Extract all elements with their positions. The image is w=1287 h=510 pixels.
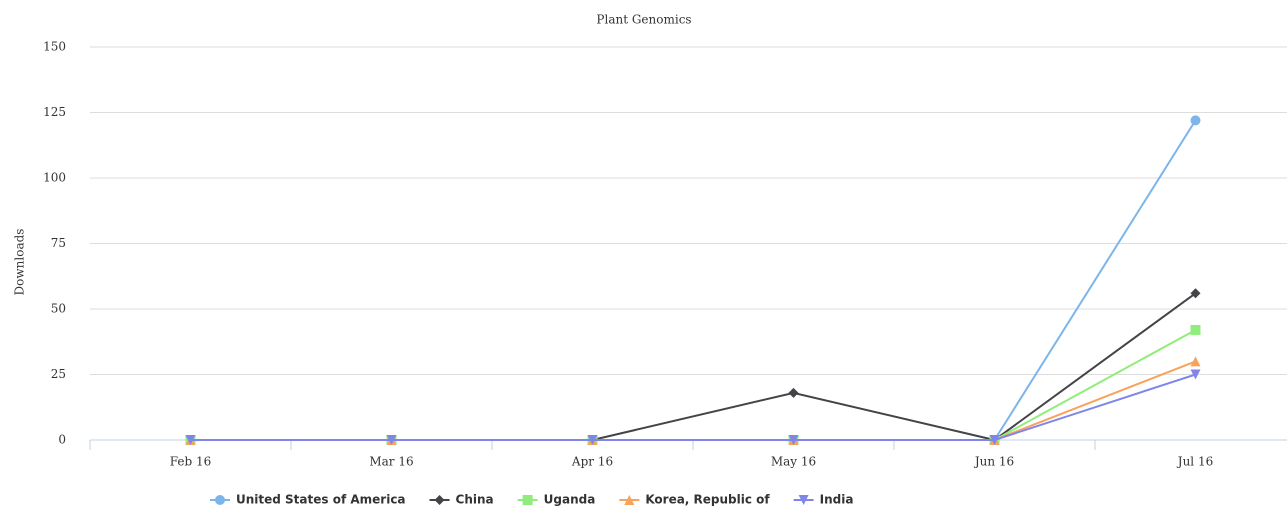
series-line bbox=[190, 292, 1197, 442]
legend: United States of America China Uganda Korea… bbox=[210, 493, 853, 507]
marker bbox=[1190, 115, 1201, 126]
series-line bbox=[190, 360, 1196, 441]
y-axis-label: Downloads bbox=[13, 229, 27, 296]
legend-label: Korea, Republic of bbox=[645, 493, 770, 507]
marker bbox=[386, 435, 397, 445]
marker bbox=[1190, 288, 1201, 299]
y-tick-label: 100 bbox=[43, 171, 66, 185]
marker bbox=[522, 495, 533, 505]
y-tick-label: 125 bbox=[43, 105, 66, 119]
y-tick-label: 0 bbox=[58, 433, 66, 447]
marker bbox=[1190, 356, 1201, 367]
x-tick-label: Jul 16 bbox=[1176, 455, 1213, 469]
x-tick-label: May 16 bbox=[771, 455, 816, 469]
marker bbox=[788, 387, 799, 398]
marker bbox=[215, 495, 225, 505]
marker bbox=[624, 495, 635, 505]
x-tick-label: Feb 16 bbox=[170, 455, 212, 469]
marker bbox=[788, 435, 799, 445]
legend-label: China bbox=[456, 493, 494, 507]
marker bbox=[587, 435, 598, 445]
x-tick-label: Jun 16 bbox=[973, 455, 1014, 469]
series-line bbox=[190, 119, 1197, 441]
marker bbox=[185, 435, 196, 445]
legend-label: United States of America bbox=[236, 493, 406, 507]
marker bbox=[1190, 369, 1201, 380]
series-line bbox=[190, 373, 1196, 441]
marker bbox=[798, 495, 809, 505]
legend-label: Uganda bbox=[544, 493, 596, 507]
legend-label: India bbox=[820, 493, 854, 507]
marker bbox=[1190, 324, 1201, 335]
marker bbox=[434, 495, 445, 505]
chart-subtitle: Plant Genomics bbox=[596, 13, 691, 27]
y-tick-label: 75 bbox=[51, 236, 66, 250]
y-tick-label: 150 bbox=[43, 40, 66, 54]
y-tick-label: 25 bbox=[51, 367, 66, 381]
y-tick-label: 50 bbox=[51, 302, 66, 316]
x-tick-label: Apr 16 bbox=[571, 455, 613, 469]
marker bbox=[989, 435, 1000, 445]
x-tick-label: Mar 16 bbox=[369, 455, 413, 469]
